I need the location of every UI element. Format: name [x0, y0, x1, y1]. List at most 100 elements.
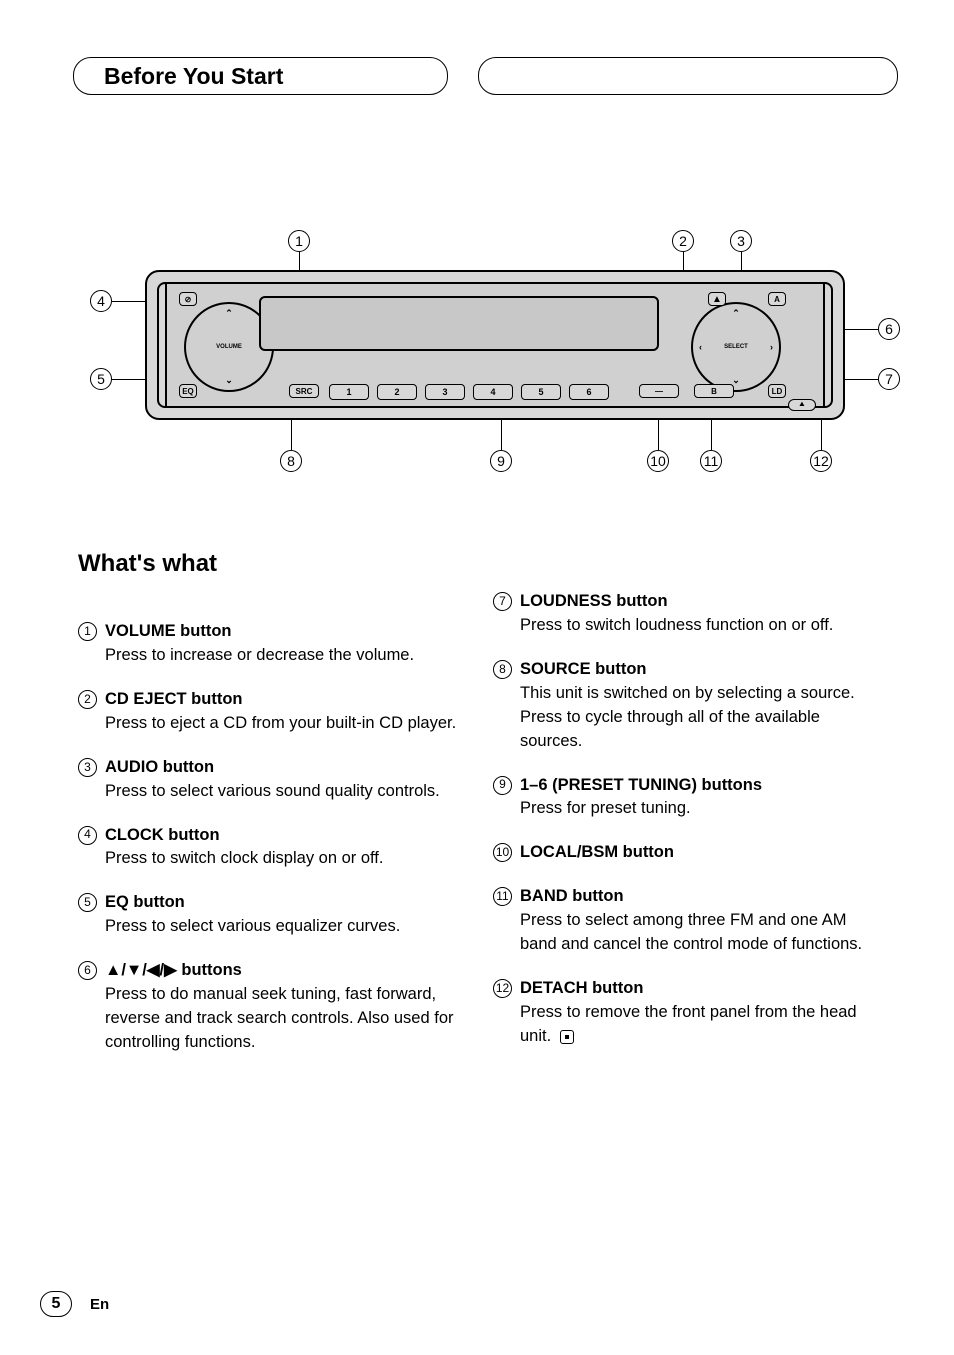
callout-10: 10	[647, 450, 669, 472]
callout-3: 3	[730, 230, 752, 252]
item-description: Press to switch loudness function on or …	[520, 614, 878, 638]
item-body: CD EJECT buttonPress to eject a CD from …	[105, 688, 463, 736]
device-diagram: 1 2 3 4 5 6 7 8 9 10 11 12 VOLUME ⌃ ⌄ ⊘ …	[120, 220, 870, 490]
preset-6: 6	[569, 384, 609, 400]
item-number: 12	[493, 979, 512, 998]
select-label: SELECT	[724, 344, 748, 350]
item-description: Press to remove the front panel from the…	[520, 1001, 878, 1049]
item-title: LOUDNESS button	[520, 590, 878, 614]
item-number: 4	[78, 826, 97, 845]
item-number: 6	[78, 961, 97, 980]
clock-button: ⊘	[179, 292, 197, 306]
volume-label: VOLUME	[216, 344, 242, 350]
item-number: 7	[493, 592, 512, 611]
callout-8: 8	[280, 450, 302, 472]
item-description: Press to select various equalizer curves…	[105, 915, 463, 939]
preset-4: 4	[473, 384, 513, 400]
list-item: 4 CLOCK buttonPress to switch clock displ…	[78, 824, 463, 872]
list-item: 10 LOCAL/BSM button	[493, 841, 878, 865]
item-number: 9	[493, 776, 512, 795]
list-item: 8 SOURCE buttonThis unit is switched on b…	[493, 658, 878, 754]
list-item: 1 VOLUME buttonPress to increase or decre…	[78, 620, 463, 668]
item-number: 5	[78, 893, 97, 912]
band-button: B	[694, 384, 734, 398]
preset-5: 5	[521, 384, 561, 400]
item-body: CLOCK buttonPress to switch clock displa…	[105, 824, 463, 872]
item-number: 8	[493, 660, 512, 679]
eq-button: EQ	[179, 384, 197, 398]
item-number: 3	[78, 758, 97, 777]
item-title: DETACH button	[520, 977, 878, 1001]
item-body: LOUDNESS buttonPress to switch loudness …	[520, 590, 878, 638]
item-description: Press to do manual seek tuning, fast for…	[105, 983, 463, 1055]
item-body: 1–6 (PRESET TUNING) buttonsPress for pre…	[520, 774, 878, 822]
item-title: AUDIO button	[105, 756, 463, 780]
list-item: 3 AUDIO buttonPress to select various sou…	[78, 756, 463, 804]
item-title: LOCAL/BSM button	[520, 841, 878, 865]
device-body: VOLUME ⌃ ⌄ ⊘ EQ SELECT ⌃ ⌄ ‹ › ▲ A LD SR…	[145, 270, 845, 420]
preset-3: 3	[425, 384, 465, 400]
item-title: CLOCK button	[105, 824, 463, 848]
left-column: 1 VOLUME buttonPress to increase or decre…	[78, 590, 463, 1075]
header-tabs: Before You Start	[0, 57, 954, 95]
item-body: AUDIO buttonPress to select various soun…	[105, 756, 463, 804]
right-column: 7 LOUDNESS buttonPress to switch loudness…	[493, 590, 878, 1075]
eject-button: ▲	[708, 292, 726, 306]
callout-11: 11	[700, 450, 722, 472]
item-description: Press to select various sound quality co…	[105, 780, 463, 804]
callout-5: 5	[90, 368, 112, 390]
list-item: 7 LOUDNESS buttonPress to switch loudness…	[493, 590, 878, 638]
end-mark-icon	[560, 1030, 574, 1044]
detach-button: ⯅	[788, 399, 816, 411]
item-number: 1	[78, 622, 97, 641]
callout-4: 4	[90, 290, 112, 312]
item-body: LOCAL/BSM button	[520, 841, 878, 865]
header-tab-right	[478, 57, 898, 95]
preset-row: 1 2 3 4 5 6	[329, 384, 609, 400]
item-description: Press to select among three FM and one A…	[520, 909, 878, 957]
item-number: 11	[493, 887, 512, 906]
list-item: 12 DETACH buttonPress to remove the front…	[493, 977, 878, 1049]
item-number: 2	[78, 690, 97, 709]
preset-2: 2	[377, 384, 417, 400]
ld-button: LD	[768, 384, 786, 398]
item-body: SOURCE buttonThis unit is switched on by…	[520, 658, 878, 754]
item-description: Press to increase or decrease the volume…	[105, 644, 463, 668]
item-title: ▲/▼/◀/▶ buttons	[105, 959, 463, 983]
language-label: En	[90, 1296, 109, 1313]
list-item: 11 BAND buttonPress to select among three…	[493, 885, 878, 957]
item-title: SOURCE button	[520, 658, 878, 682]
item-description: This unit is switched on by selecting a …	[520, 682, 878, 754]
list-item: 6 ▲/▼/◀/▶ buttonsPress to do manual seek …	[78, 959, 463, 1055]
item-body: DETACH buttonPress to remove the front p…	[520, 977, 878, 1049]
page-number: 5	[40, 1291, 72, 1317]
item-title: BAND button	[520, 885, 878, 909]
item-body: VOLUME buttonPress to increase or decrea…	[105, 620, 463, 668]
item-body: EQ buttonPress to select various equaliz…	[105, 891, 463, 939]
callout-2: 2	[672, 230, 694, 252]
audio-button: A	[768, 292, 786, 306]
content-columns: 1 VOLUME buttonPress to increase or decre…	[78, 590, 878, 1075]
item-title: EQ button	[105, 891, 463, 915]
item-number: 10	[493, 843, 512, 862]
item-description: Press for preset tuning.	[520, 797, 878, 821]
display-screen	[259, 296, 659, 351]
page-footer: 5 En	[40, 1291, 109, 1317]
callout-6: 6	[878, 318, 900, 340]
section-title: What's what	[78, 550, 217, 578]
item-title: 1–6 (PRESET TUNING) buttons	[520, 774, 878, 798]
callout-7: 7	[878, 368, 900, 390]
header-tab-left: Before You Start	[73, 57, 448, 95]
item-description: Press to switch clock display on or off.	[105, 847, 463, 871]
preset-1: 1	[329, 384, 369, 400]
list-item: 9 1–6 (PRESET TUNING) buttonsPress for pr…	[493, 774, 878, 822]
item-body: BAND buttonPress to select among three F…	[520, 885, 878, 957]
item-body: ▲/▼/◀/▶ buttonsPress to do manual seek t…	[105, 959, 463, 1055]
list-item: 5 EQ buttonPress to select various equali…	[78, 891, 463, 939]
item-title: CD EJECT button	[105, 688, 463, 712]
callout-1: 1	[288, 230, 310, 252]
item-title: VOLUME button	[105, 620, 463, 644]
item-description: Press to eject a CD from your built-in C…	[105, 712, 463, 736]
list-item: 2 CD EJECT buttonPress to eject a CD from…	[78, 688, 463, 736]
local-button: —	[639, 384, 679, 398]
